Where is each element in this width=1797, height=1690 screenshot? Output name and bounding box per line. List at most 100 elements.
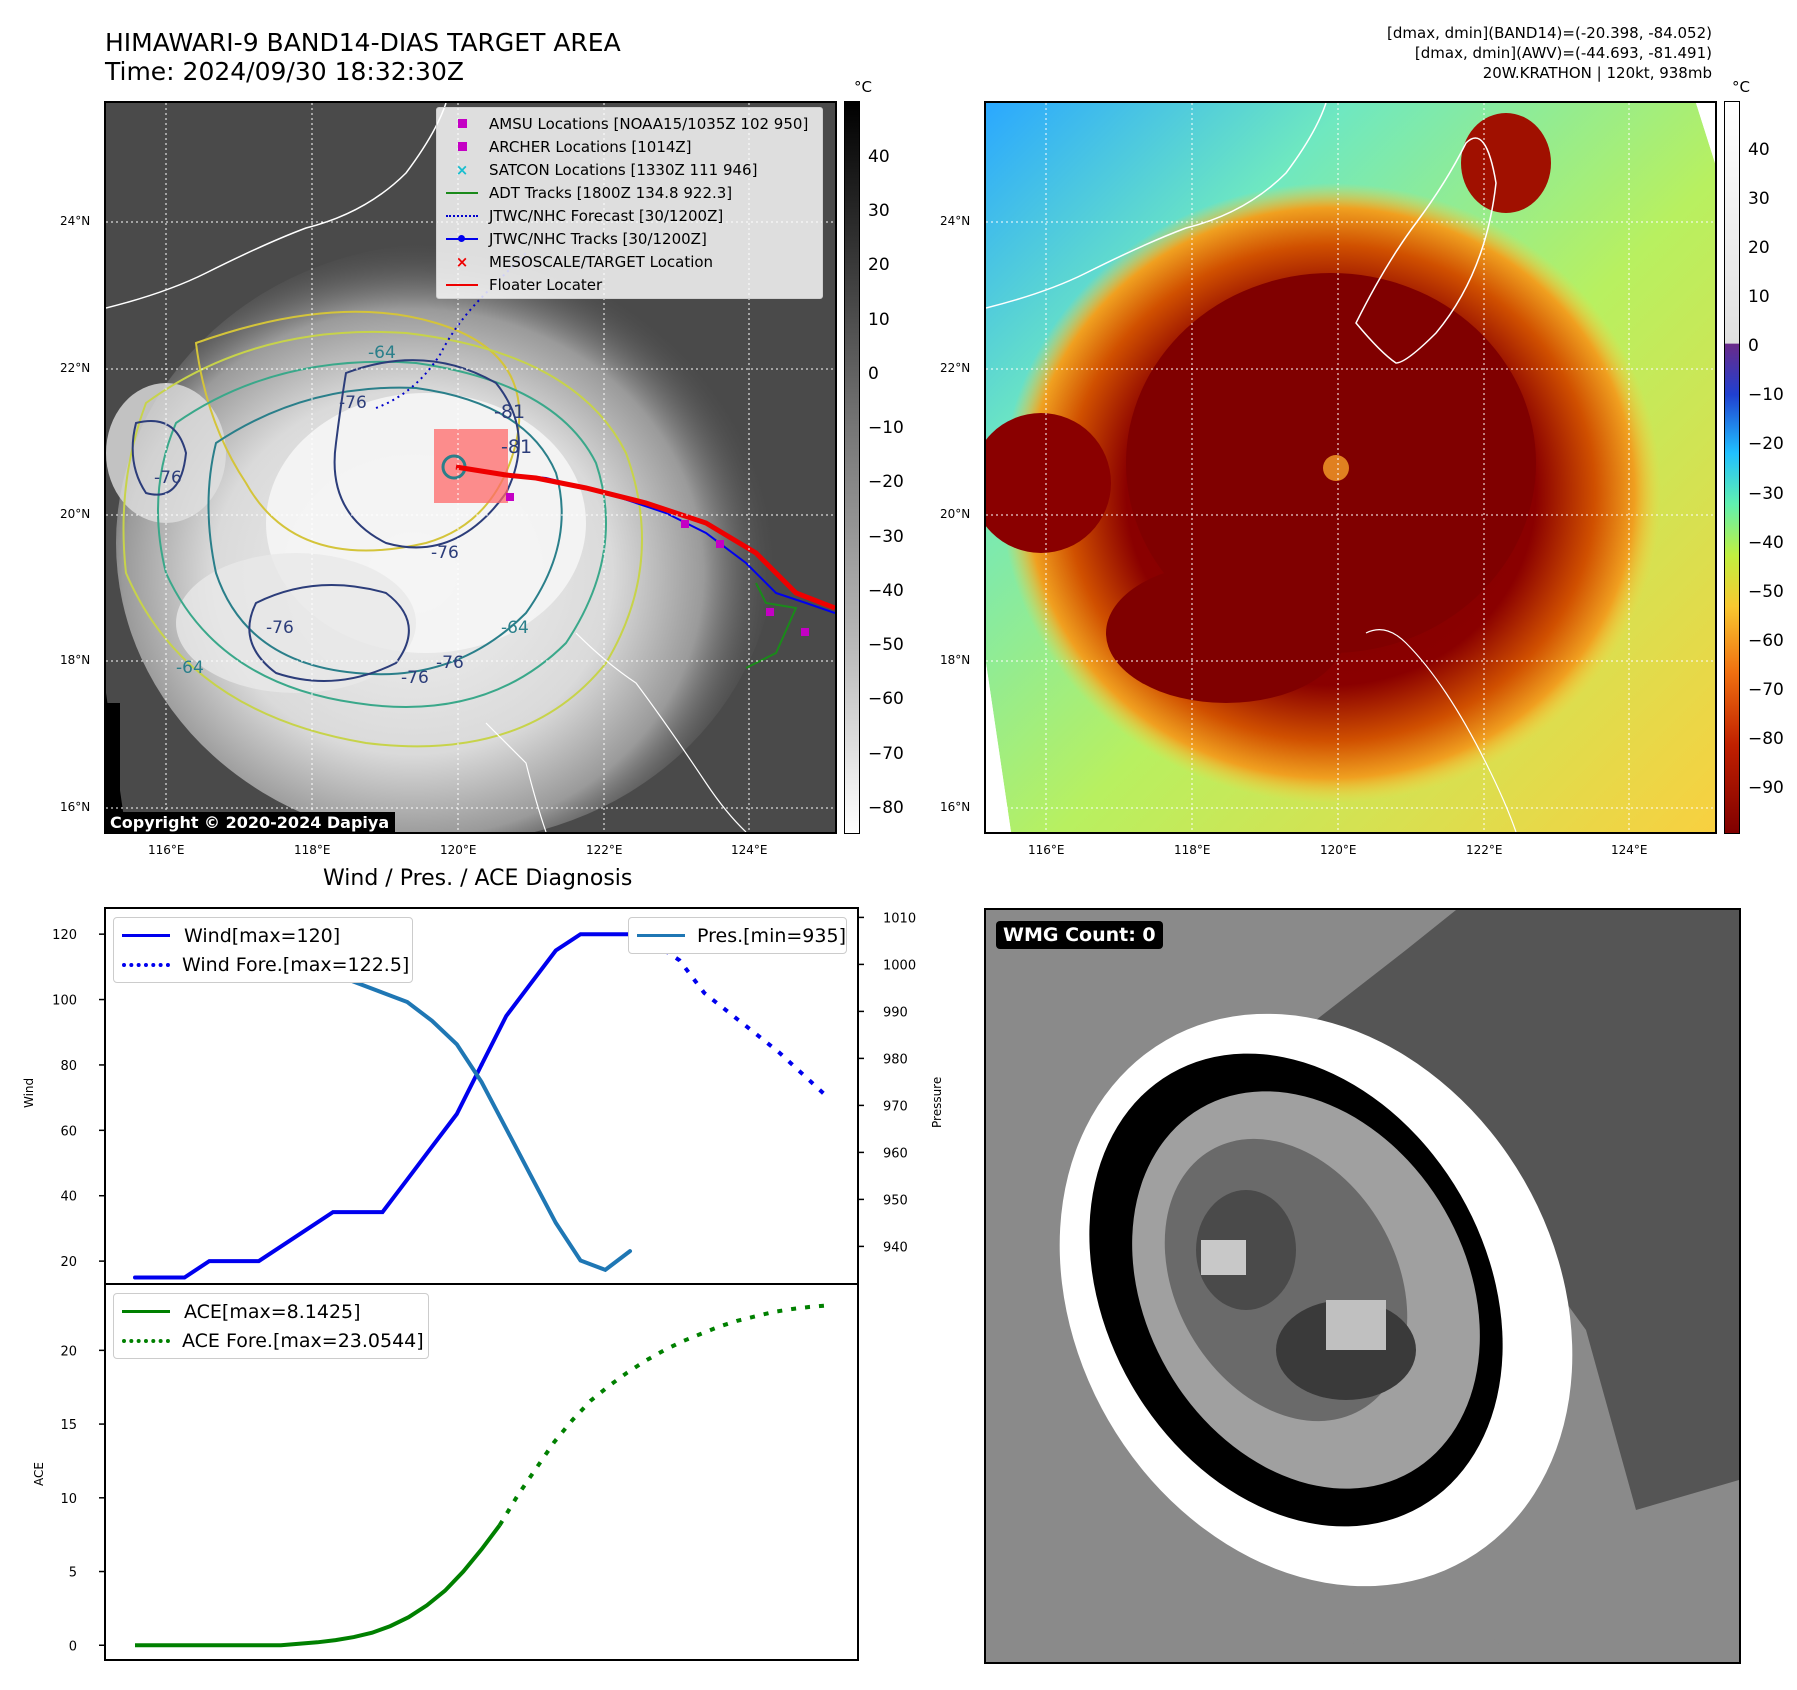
- colorbar-tick: −40: [868, 581, 904, 601]
- lat-label: 24°N: [60, 214, 91, 228]
- diag-title: Wind / Pres. / ACE Diagnosis: [323, 866, 633, 891]
- colorbar-tick: −60: [868, 689, 904, 709]
- contour-label: -76: [339, 393, 367, 413]
- mesoscale-target-box: [434, 429, 508, 503]
- colorbar-tick: 20: [1748, 238, 1770, 258]
- pres-y-tick-label: 940: [883, 1240, 908, 1255]
- square-marker-icon: [457, 119, 467, 128]
- colorbar-tick: 10: [868, 310, 890, 330]
- pres-y-tick-label: 970: [883, 1099, 908, 1114]
- legend-item-satcon: × SATCON Locations [1330Z 111 946]: [445, 158, 814, 181]
- pres-y-tick-label: 950: [883, 1193, 908, 1208]
- dotted-line-icon: [122, 962, 170, 967]
- lat-label: 22°N: [940, 361, 971, 375]
- x-marker-icon: ×: [455, 252, 469, 271]
- contour-label: -81: [494, 401, 525, 423]
- dotted-line-icon: [122, 1338, 170, 1343]
- lon-label: 122°E: [1466, 843, 1503, 857]
- colorbar-unit: °C: [1732, 78, 1750, 96]
- wmg-count-badge: WMG Count: 0: [996, 921, 1163, 949]
- dotted-line-icon: [446, 214, 478, 217]
- colorbar-tick: −60: [1748, 631, 1784, 651]
- ace-y-ticks: 0 5 10 15 20: [60, 1344, 105, 1654]
- lat-label: 20°N: [60, 507, 91, 521]
- contour-label: -64: [176, 658, 204, 678]
- contour-label: -76: [266, 618, 294, 638]
- lon-label: 124°E: [731, 843, 768, 857]
- ir-color-map: [984, 101, 1717, 834]
- copyright-label: Copyright © 2020-2024 Dapiya: [104, 812, 396, 833]
- colorbar-tick: −70: [868, 744, 904, 764]
- lon-label: 116°E: [1028, 843, 1065, 857]
- series-line-wind-0: [133, 1062, 484, 1280]
- legend-item-amsu: AMSU Locations [NOAA15/1035Z 102 950]: [445, 112, 814, 135]
- legend-item-forecast: JTWC/NHC Forecast [30/1200Z]: [445, 204, 814, 227]
- line-icon: [122, 1310, 170, 1313]
- contour-label: -76: [401, 668, 429, 688]
- lon-label: 118°E: [294, 843, 331, 857]
- pres-y-tick-label: 1000: [883, 958, 916, 973]
- ace-ylabel: ACE: [32, 1462, 46, 1486]
- gray-colorbar: [844, 101, 860, 834]
- lat-label: 24°N: [940, 214, 971, 228]
- lon-label: 124°E: [1611, 843, 1648, 857]
- series-line-ace-1: [497, 1303, 829, 1527]
- pres-ylabel: Pressure: [930, 1076, 944, 1128]
- colorbar-tick: −40: [1748, 533, 1784, 553]
- colorbar-tick: 40: [868, 147, 890, 167]
- legend-item-ace: ACE[max=8.1425]: [122, 1297, 420, 1326]
- ace-y-tick-label: 0: [69, 1639, 77, 1654]
- contour-label: -81: [501, 436, 532, 458]
- legend-item-floater: Floater Locater: [445, 273, 814, 296]
- pres-y-tick-label: 990: [883, 1005, 908, 1020]
- legend-item-pres: Pres.[min=935]: [637, 921, 846, 950]
- wind-y-ticks: 20 40 60 80 100 120: [52, 928, 105, 1270]
- lat-label: 16°N: [940, 800, 971, 814]
- ace-series-group: [135, 1303, 829, 1648]
- wind-y-tick-label: 60: [60, 1124, 77, 1139]
- colorbar-tick: −20: [868, 472, 904, 492]
- ace-plot-frame: [104, 1283, 859, 1661]
- line-icon: [446, 191, 478, 194]
- colorbar-tick: 30: [1748, 189, 1770, 209]
- lat-label: 20°N: [940, 507, 971, 521]
- colorbar-tick: 0: [868, 364, 879, 384]
- legend-item-tracks: JTWC/NHC Tracks [30/1200Z]: [445, 227, 814, 250]
- pres-y-tick-label: 980: [883, 1052, 908, 1067]
- legend-item-adt: ADT Tracks [1800Z 134.8 922.3]: [445, 181, 814, 204]
- wind-y-tick-label: 80: [60, 1059, 77, 1074]
- wind-y-tick-label: 40: [60, 1190, 77, 1205]
- line-icon: [122, 934, 170, 937]
- line-icon: [637, 934, 685, 937]
- colorbar-tick: −80: [1748, 729, 1784, 749]
- wind-y-tick-label: 120: [52, 928, 77, 943]
- colorbar-unit: °C: [854, 78, 872, 96]
- ir-color-map-svg: [986, 103, 1715, 832]
- contour-label: -76: [154, 468, 182, 488]
- colorbar-tick: 10: [1748, 287, 1770, 307]
- contour-label: -64: [501, 618, 529, 638]
- lat-label: 18°N: [940, 653, 971, 667]
- colorbar-tick: −70: [1748, 680, 1784, 700]
- colorbar-tick: −80: [868, 798, 904, 818]
- series-line-wind-1: [479, 932, 632, 1067]
- colorbar-tick: −50: [1748, 582, 1784, 602]
- lat-label: 16°N: [60, 800, 91, 814]
- lat-label: 18°N: [60, 653, 91, 667]
- legend-item-wind-fore: Wind Fore.[max=122.5]: [122, 950, 409, 979]
- time-stamp: Time: 2024/09/30 18:32:30Z: [105, 57, 464, 86]
- pres-legend: Pres.[min=935]: [628, 917, 847, 954]
- legend-item-target: × MESOSCALE/TARGET Location: [445, 250, 814, 273]
- ace-y-tick-label: 5: [69, 1566, 77, 1581]
- series-line-ace-0: [135, 1523, 502, 1648]
- contour-label: -76: [431, 543, 459, 563]
- legend-item-wind: Wind[max=120]: [122, 921, 404, 950]
- ace-legend: ACE[max=8.1425] ACE Fore.[max=23.0544]: [113, 1293, 429, 1359]
- contour-label: -76: [436, 653, 464, 673]
- colorbar-tick: 20: [868, 255, 890, 275]
- lon-label: 118°E: [1174, 843, 1211, 857]
- colorbar-tick: −10: [868, 418, 904, 438]
- colorbar-tick: −30: [1748, 484, 1784, 504]
- lon-label: 122°E: [586, 843, 623, 857]
